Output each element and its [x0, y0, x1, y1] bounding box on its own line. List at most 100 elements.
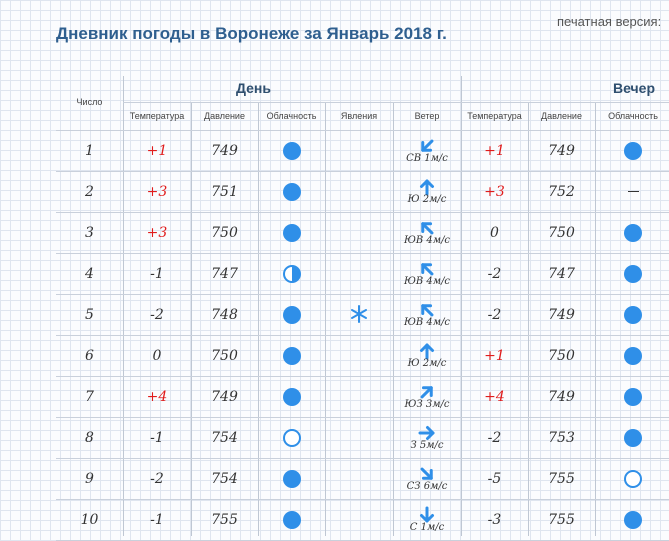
header-wind: Ветер — [414, 111, 440, 121]
cell-dp: 754 — [191, 458, 258, 499]
column-divider — [528, 102, 529, 536]
cell-et: -2 — [461, 253, 528, 294]
wind-arrow-icon — [418, 424, 436, 442]
day-number: 3 — [85, 224, 94, 241]
cell-ep: 753 — [528, 417, 595, 458]
no-clouds-dash — [627, 191, 639, 192]
cell-wd: Ю 2м/с — [393, 171, 461, 212]
cell-dc — [258, 253, 325, 294]
pressure-value: 755 — [211, 511, 238, 528]
row-divider — [56, 335, 669, 336]
cell-dc — [258, 212, 325, 253]
cloud-overcast-icon — [282, 510, 301, 529]
header-phenomena: Явления — [340, 111, 378, 121]
column-divider — [258, 102, 259, 536]
cell-dp: 750 — [191, 335, 258, 376]
cloud-overcast-icon — [282, 141, 301, 160]
cell-dc — [258, 294, 325, 335]
pressure-value: 750 — [548, 347, 575, 364]
cell-dp: 751 — [191, 171, 258, 212]
pressure-value: 750 — [548, 224, 575, 241]
pressure-value: 747 — [548, 265, 575, 282]
wind-text: ЮВ 4м/с — [403, 317, 451, 328]
row-divider — [56, 212, 669, 213]
print-version-link[interactable]: печатная версия: — [557, 14, 662, 29]
pressure-value: 749 — [548, 306, 575, 323]
cloud-overcast-icon — [624, 428, 642, 447]
temperature-value: -2 — [150, 306, 164, 323]
cell-dt: -2 — [123, 294, 191, 335]
pressure-value: 750 — [211, 224, 238, 241]
header-temp: Температура — [129, 111, 185, 121]
wind-text: Ю 2м/с — [407, 358, 447, 369]
temperature-value: -1 — [150, 511, 164, 528]
header-pressure: Давление — [541, 111, 582, 121]
pressure-value: 749 — [548, 388, 575, 405]
cell-ph — [325, 212, 393, 253]
day-number: 1 — [85, 142, 94, 159]
cell-ec — [595, 376, 669, 417]
wind-text: Ю 2м/с — [407, 194, 447, 205]
cloud-overcast-icon — [624, 141, 642, 160]
row-divider — [56, 376, 669, 377]
cell-et: +3 — [461, 171, 528, 212]
pressure-value: 749 — [211, 388, 238, 405]
wind-arrow-icon — [418, 383, 436, 401]
wind-arrow-icon — [418, 260, 436, 278]
cell-ph — [325, 253, 393, 294]
wind-arrow-icon — [418, 465, 436, 483]
cell-ph — [325, 335, 393, 376]
column-divider — [595, 102, 596, 536]
wind-arrow-icon — [418, 342, 436, 360]
pressure-value: 750 — [211, 347, 238, 364]
row-divider — [56, 171, 669, 172]
cloud-overcast-icon — [624, 223, 642, 242]
temperature-value: -2 — [487, 429, 502, 446]
cell-ec — [595, 212, 669, 253]
day-number: 2 — [85, 183, 94, 200]
cell-dc — [258, 171, 325, 212]
cell-ph — [325, 130, 393, 171]
cell-dt: -1 — [123, 499, 191, 540]
wind-arrow-icon — [418, 301, 436, 319]
cell-ph — [325, 294, 393, 335]
cell-dt: -2 — [123, 458, 191, 499]
cell-dt: -1 — [123, 253, 191, 294]
cell-dp: 747 — [191, 253, 258, 294]
cloud-half-icon — [282, 264, 301, 283]
cell-dc — [258, 335, 325, 376]
cell-ep: 755 — [528, 458, 595, 499]
cell-ec — [595, 253, 669, 294]
cell-et: -5 — [461, 458, 528, 499]
temperature-value: -2 — [487, 265, 502, 282]
row-divider — [56, 294, 669, 295]
temperature-value: +3 — [146, 183, 168, 200]
day-number: 6 — [85, 347, 94, 364]
weather-table: День Вечер Число Температура Давление Облачно… — [56, 76, 669, 541]
pressure-value: 748 — [211, 306, 238, 323]
cell-ph — [325, 171, 393, 212]
row-divider — [56, 253, 669, 254]
cell-dc — [258, 499, 325, 540]
cell-dt: +3 — [123, 212, 191, 253]
cell-ec — [595, 417, 669, 458]
cell-n: 10 — [56, 499, 123, 540]
cell-ph — [325, 499, 393, 540]
cell-dp: 748 — [191, 294, 258, 335]
cell-dt: -1 — [123, 417, 191, 458]
cloud-overcast-icon — [624, 387, 642, 406]
cell-et: +1 — [461, 130, 528, 171]
wind-text: З 5м/с — [410, 440, 444, 451]
cell-et: +4 — [461, 376, 528, 417]
day-number: 10 — [80, 511, 99, 528]
cell-et: 0 — [461, 212, 528, 253]
cell-ec — [595, 294, 669, 335]
cell-ph — [325, 458, 393, 499]
wind-text: С 1м/с — [409, 522, 445, 533]
cell-dt: +1 — [123, 130, 191, 171]
snow-icon — [350, 304, 368, 327]
cell-wd: ЮВ 4м/с — [393, 253, 461, 294]
cloud-overcast-icon — [624, 264, 642, 283]
header-clouds: Облачность — [608, 111, 658, 121]
temperature-value: +3 — [146, 224, 168, 241]
